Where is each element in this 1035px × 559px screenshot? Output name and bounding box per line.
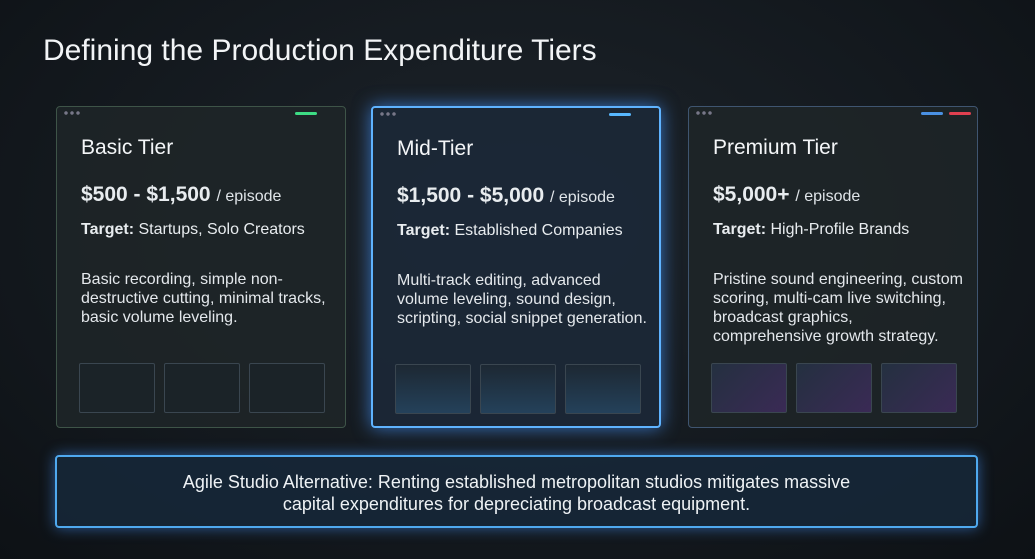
tier-target: Target: Established Companies — [397, 222, 623, 240]
thumbnails — [395, 364, 641, 414]
price-unit: / episode — [216, 188, 282, 205]
tier-name: Basic Tier — [81, 136, 174, 159]
thumbnail — [480, 364, 556, 414]
thumbnails — [711, 363, 957, 413]
target-value: Established Companies — [454, 222, 623, 239]
thumbnail — [881, 363, 957, 413]
price-value: $500 - $1,500 — [81, 183, 211, 206]
title: Defining the Production Expenditure Tier… — [43, 34, 597, 67]
price-unit: / episode — [549, 189, 615, 206]
target-label: Target: — [397, 222, 451, 239]
thumbnail — [565, 364, 641, 414]
tier-name: Mid-Tier — [397, 137, 474, 160]
window-dots — [695, 111, 713, 115]
price-value: $5,000+ — [713, 183, 790, 206]
target-value: High-Profile Brands — [770, 221, 910, 238]
tier-name: Premium Tier — [713, 136, 838, 159]
thumbnail — [711, 363, 787, 413]
tier-price: $5,000+ / episode — [713, 183, 860, 207]
thumbnail — [164, 363, 240, 413]
tier-description: Multi-track editing, advanced volume lev… — [397, 272, 647, 327]
thumbnail — [395, 364, 471, 414]
tier-price: $500 - $1,500 / episode — [81, 183, 281, 207]
price-unit: / episode — [795, 188, 861, 205]
target-value: Startups, Solo Creators — [138, 221, 305, 238]
footer-text: Agile Studio Alternative: Renting establ… — [182, 472, 851, 514]
target-label: Target: — [713, 221, 767, 238]
window-dots — [63, 111, 81, 115]
window-dots — [379, 112, 397, 116]
target-label: Target: — [81, 221, 135, 238]
tier-card: Premium Tier $5,000+ / episode Target: Hig… — [688, 106, 978, 428]
tier-price: $1,500 - $5,000 / episode — [397, 184, 615, 208]
tier-card: Mid-Tier $1,500 - $5,000 / episode Target:… — [371, 106, 661, 428]
status-bar — [949, 112, 971, 115]
tier-target: Target: Startups, Solo Creators — [81, 221, 305, 239]
status-bar — [609, 113, 631, 116]
tier-target: Target: High-Profile Brands — [713, 221, 909, 239]
thumbnails — [79, 363, 325, 413]
thumbnail — [79, 363, 155, 413]
thumbnail — [796, 363, 872, 413]
tier-description: Basic recording, simple non-destructive … — [81, 271, 326, 326]
status-bar — [921, 112, 943, 115]
tier-card: Basic Tier $500 - $1,500 / episode Target:… — [56, 106, 346, 428]
status-bar — [295, 112, 317, 115]
price-value: $1,500 - $5,000 — [397, 184, 545, 207]
thumbnail — [249, 363, 325, 413]
footer-box: Agile Studio Alternative: Renting establ… — [55, 455, 978, 528]
tier-description: Pristine sound engineering, custom scori… — [713, 271, 963, 345]
